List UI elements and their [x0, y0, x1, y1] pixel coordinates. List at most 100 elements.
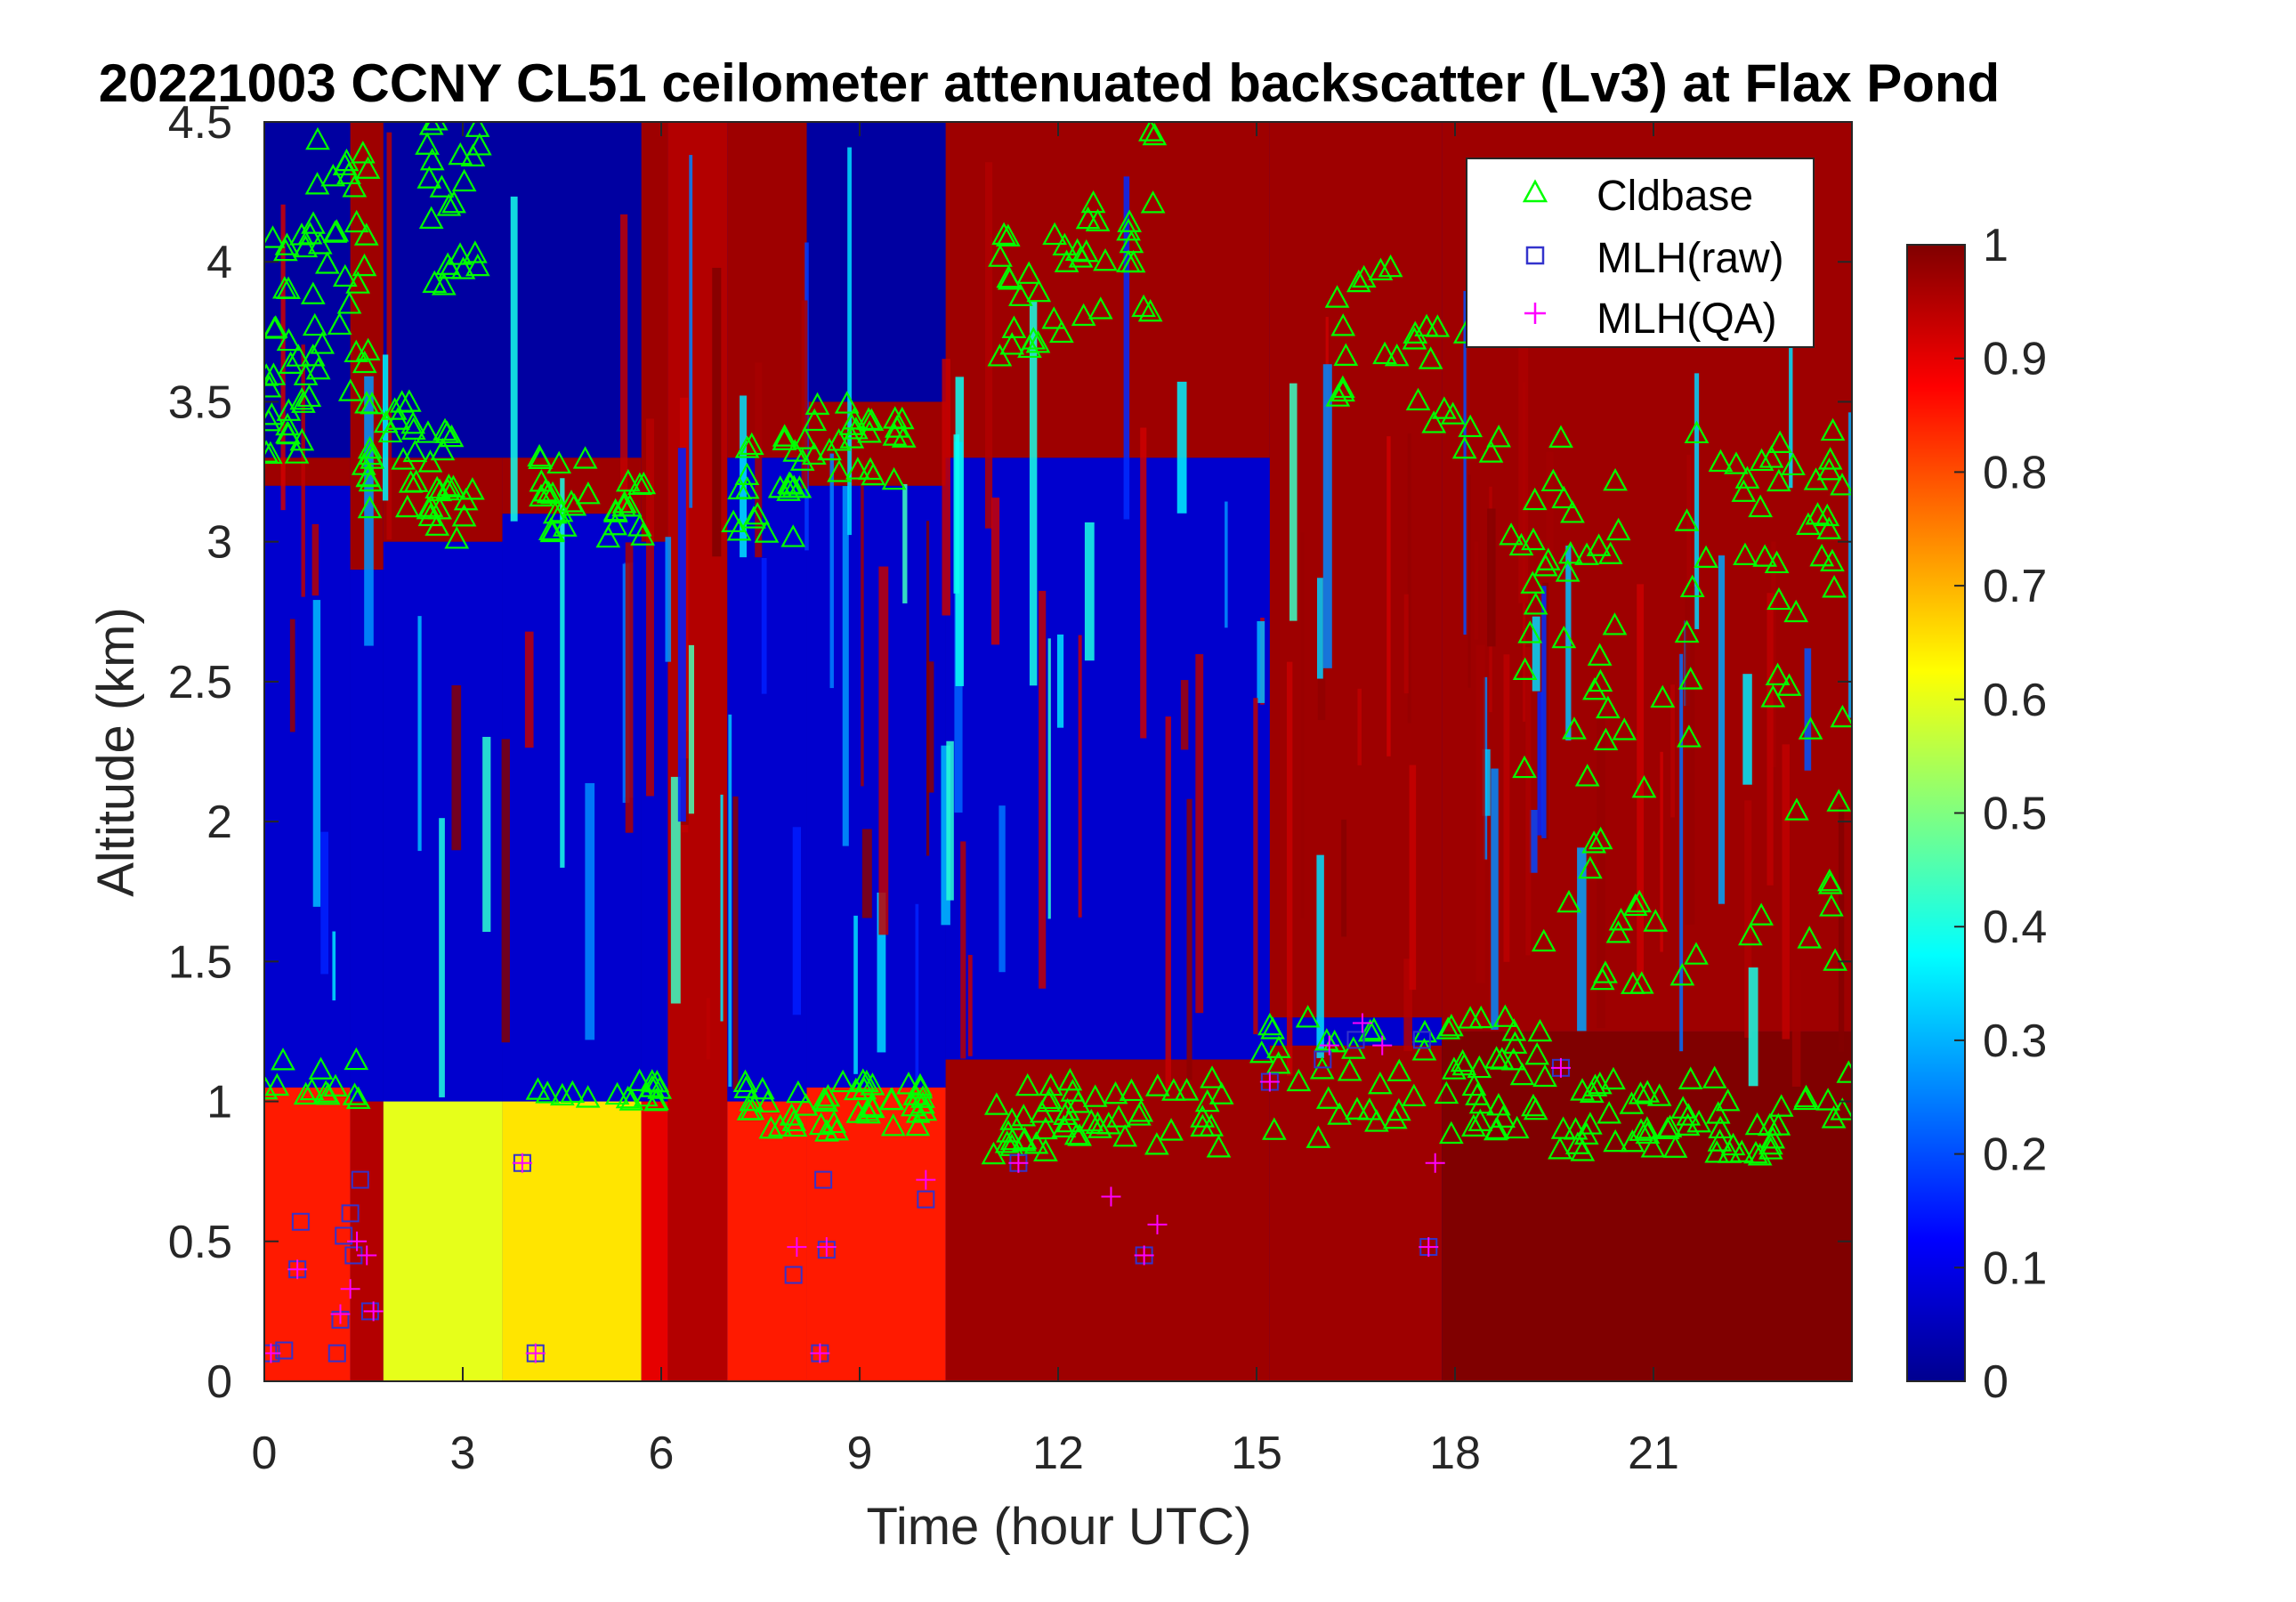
- field-streak: [878, 566, 889, 935]
- cldbase-marker: [780, 524, 806, 547]
- cldbase-marker: [1684, 420, 1710, 444]
- cldbase-marker: [1767, 430, 1792, 453]
- cldbase-marker: [536, 481, 562, 504]
- cldbase-marker: [1116, 249, 1141, 272]
- cldbase-marker: [1619, 1091, 1645, 1114]
- cldbase-marker: [320, 164, 346, 187]
- cldbase-marker: [1438, 1121, 1464, 1145]
- legend: Cldbase MLH(raw) MLH(QA): [1466, 158, 1815, 348]
- cldbase-marker: [1815, 503, 1840, 527]
- mlh-qa-marker: [1425, 1153, 1445, 1173]
- field-streak: [706, 998, 710, 1060]
- cldbase-marker: [1654, 1116, 1680, 1140]
- cldbase-marker: [845, 457, 870, 480]
- field-streak: [1084, 522, 1095, 661]
- cldbase-marker: [789, 448, 815, 471]
- cldbase-marker: [1190, 1113, 1216, 1137]
- mlh-qa-marker: [1372, 1035, 1393, 1056]
- cldbase-marker: [1684, 942, 1709, 965]
- cldbase-marker: [1707, 1129, 1733, 1152]
- cldbase-marker: [1461, 1072, 1487, 1096]
- field-streak: [1491, 768, 1499, 1031]
- field-streak: [1679, 653, 1684, 1052]
- cldbase-marker: [451, 168, 477, 192]
- cldbase-marker: [793, 1093, 819, 1116]
- field-streak: [625, 542, 634, 833]
- band-low-layer: [1442, 1031, 1852, 1381]
- field-streak: [1047, 638, 1051, 919]
- cldbase-marker: [307, 231, 333, 255]
- cldbase-marker: [1071, 303, 1096, 327]
- cldbase-marker: [1060, 1079, 1086, 1102]
- cldbase-marker: [529, 483, 554, 507]
- cldbase-marker: [912, 1097, 938, 1121]
- cldbase-marker: [344, 1047, 369, 1071]
- cldbase-marker: [1491, 1104, 1516, 1128]
- cldbase-marker: [552, 514, 578, 537]
- cldbase-marker: [1643, 909, 1669, 932]
- cldbase-marker: [1330, 378, 1355, 402]
- cldbase-marker: [1582, 676, 1607, 700]
- cldbase-marker: [1080, 190, 1106, 214]
- cldbase-marker: [350, 141, 376, 164]
- cldbase-marker: [1551, 625, 1577, 649]
- cldbase-marker: [1055, 1097, 1080, 1121]
- cldbase-marker: [1362, 1016, 1386, 1040]
- cldbase-marker: [305, 126, 330, 150]
- cldbase-marker: [1815, 1088, 1840, 1111]
- cldbase-marker: [1758, 1131, 1783, 1155]
- cldbase-marker: [1486, 1092, 1511, 1116]
- cldbase-marker: [1570, 1078, 1595, 1101]
- cldbase-marker: [901, 1093, 926, 1117]
- cldbase-marker: [1557, 541, 1583, 564]
- field-streak: [439, 818, 445, 1097]
- cldbase-marker: [1012, 1126, 1038, 1150]
- cldbase-marker: [400, 411, 426, 434]
- field-streak: [364, 376, 374, 646]
- mlh-qa-marker: [1134, 1245, 1154, 1266]
- band-low-layer: [945, 1059, 1270, 1381]
- band-mid-layer: [806, 485, 946, 1088]
- cldbase-marker: [1402, 327, 1427, 350]
- cldbase-marker: [826, 428, 852, 451]
- cldbase-marker: [1512, 755, 1537, 779]
- cldbase-marker: [1752, 544, 1778, 567]
- cldbase-marker: [1562, 716, 1587, 740]
- cldbase-marker: [1330, 375, 1355, 399]
- cldbase-marker: [1478, 440, 1504, 463]
- cldbase-marker: [843, 1077, 869, 1101]
- cldbase-marker: [1627, 889, 1653, 913]
- cldbase-marker: [1738, 922, 1763, 946]
- cldbase-marker: [352, 350, 377, 374]
- field-streak: [1186, 798, 1192, 1080]
- cldbase-marker: [1364, 1109, 1389, 1132]
- cldbase-marker: [1783, 599, 1809, 623]
- field-streak: [1766, 593, 1774, 886]
- cldbase-marker: [1435, 1016, 1461, 1040]
- field-streak: [1532, 616, 1540, 692]
- field-streak: [942, 359, 950, 616]
- cldbase-marker: [1451, 435, 1477, 459]
- cldbase-marker: [630, 522, 656, 546]
- field-streak: [1078, 635, 1082, 918]
- field-streak: [1848, 412, 1852, 718]
- field-band-8: [945, 122, 1270, 1381]
- cldbase-marker: [293, 1081, 319, 1105]
- y-axis-label: Altitude (km): [87, 607, 145, 897]
- cldbase-marker: [758, 1116, 784, 1139]
- cldbase-marker: [1521, 1093, 1546, 1117]
- cldbase-marker: [983, 1092, 1009, 1115]
- field-streak: [311, 523, 319, 596]
- cldbase-marker: [995, 223, 1021, 247]
- x-tick-label: 18: [1429, 1428, 1481, 1479]
- cldbase-marker: [1025, 330, 1051, 353]
- mlh-raw-marker: [1346, 1031, 1365, 1049]
- mlh-qa-marker: [1008, 1153, 1029, 1173]
- cldbase-marker: [276, 276, 301, 299]
- cldbase-marker: [1073, 239, 1099, 263]
- field-streak: [955, 376, 964, 686]
- cldbase-marker: [739, 432, 764, 456]
- cldbase-marker: [1405, 387, 1431, 411]
- field-streak: [1742, 674, 1752, 785]
